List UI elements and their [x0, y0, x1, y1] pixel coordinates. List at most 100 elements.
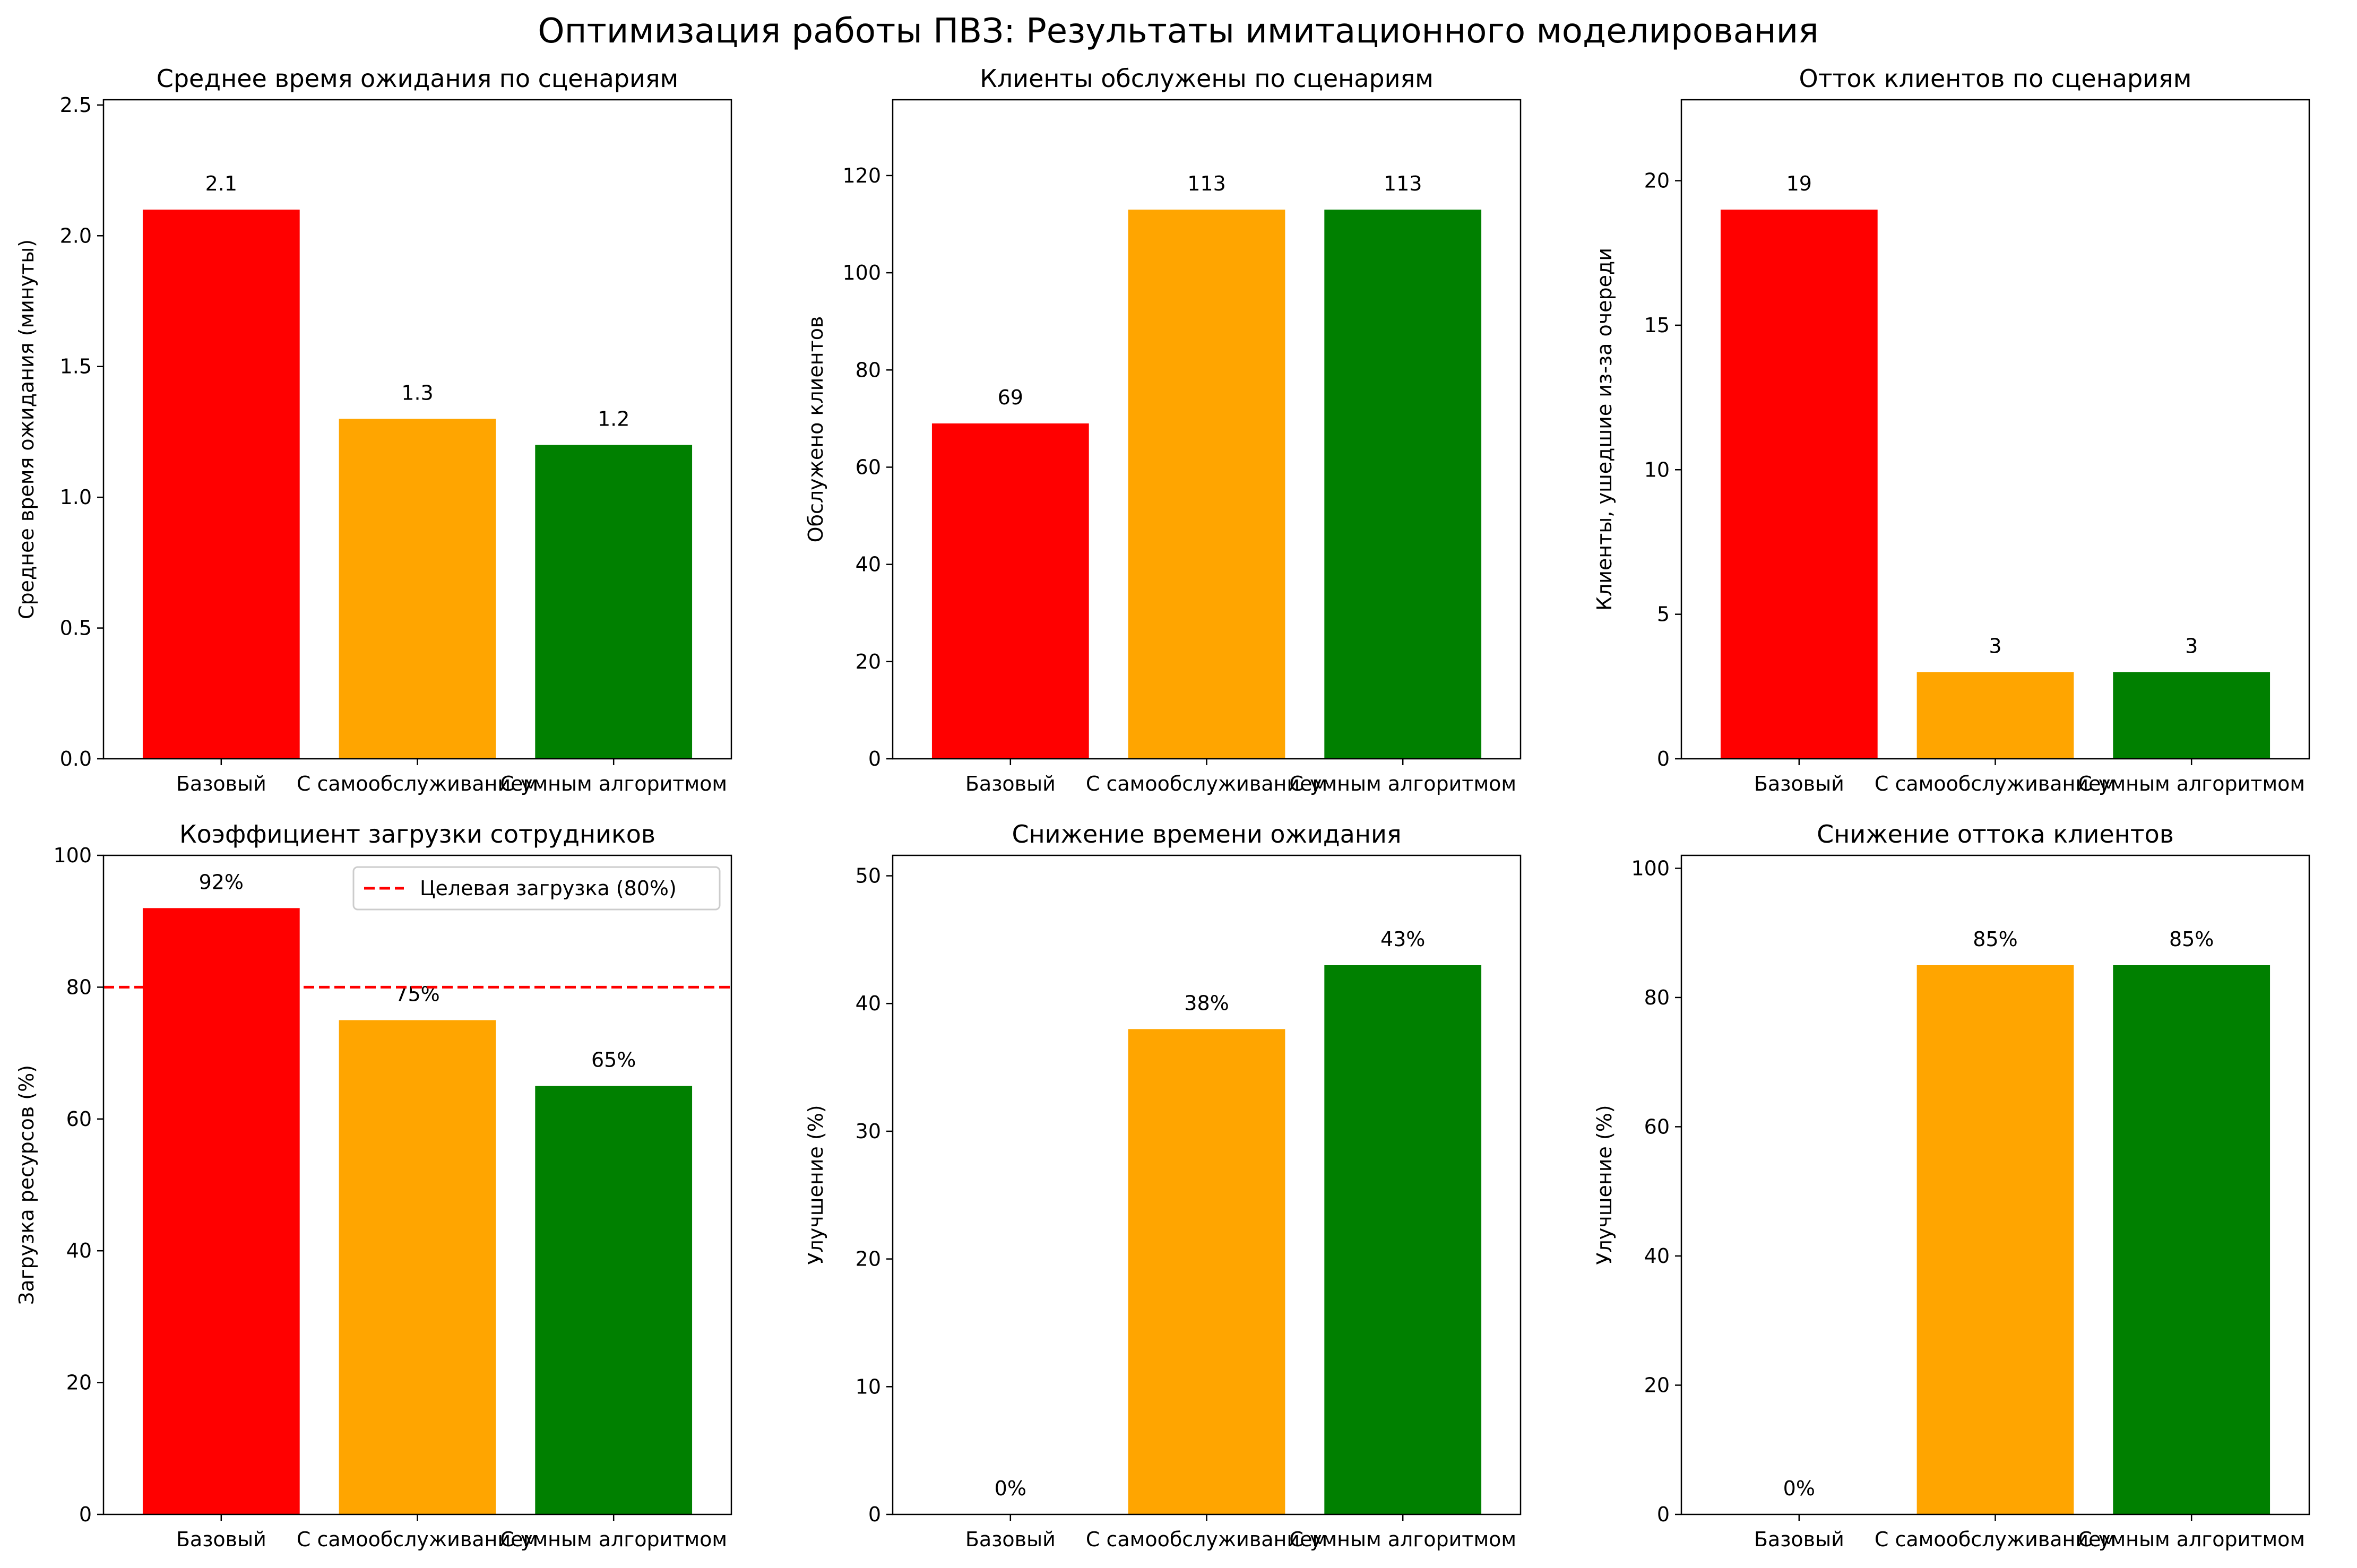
bar-value-label: 0% [995, 1477, 1026, 1500]
bar-1 [142, 210, 300, 759]
y-axis-label: Улучшение (%) [1593, 1105, 1616, 1264]
y-tick-label: 0 [1657, 747, 1670, 770]
y-tick-label: 100 [842, 261, 881, 284]
x-tick-label: Базовый [176, 1528, 266, 1551]
y-tick-label: 10 [1644, 458, 1670, 481]
y-tick-label: 0 [868, 747, 881, 770]
chart-title: Коэффициент загрузки сотрудников [179, 820, 655, 848]
bar-value-label: 43% [1380, 928, 1425, 951]
y-tick-label: 0.5 [60, 617, 92, 640]
y-tick-label: 40 [856, 553, 881, 576]
plot-frame [892, 99, 1522, 760]
x-tick-label: Базовый [176, 772, 266, 795]
y-tick-label: 0.0 [60, 747, 92, 770]
y-tick-label: 100 [1631, 856, 1670, 880]
y-tick-label: 60 [1644, 1115, 1670, 1138]
bar-2 [339, 1020, 496, 1514]
chart-title: Отток клиентов по сценариям [1799, 64, 2192, 93]
y-axis-label: Клиенты, ушедшие из-за очереди [1593, 248, 1616, 611]
y-tick-label: 40 [66, 1239, 92, 1262]
y-tick-label: 0 [1657, 1503, 1670, 1526]
x-tick-label: Базовый [965, 1528, 1056, 1551]
bar-value-label: 113 [1384, 172, 1422, 195]
y-tick-label: 1.0 [60, 486, 92, 509]
x-tick-label: Базовый [1754, 772, 1844, 795]
x-tick-label: С умным алгоритмом [500, 772, 727, 795]
y-tick-label: 1.5 [60, 355, 92, 378]
bar-value-label: 69 [998, 386, 1023, 409]
plot-frame [1680, 854, 2310, 1515]
chart-panel-5: Снижение времени ожидания 0% 38% 43% 0 10 20 30… [804, 820, 1522, 1551]
bar-value-label: 1.3 [401, 381, 433, 404]
y-tick-label: 15 [1644, 314, 1670, 337]
bar-value-label: 85% [2169, 928, 2214, 951]
bar-value-label: 113 [1187, 172, 1226, 195]
plot-frame [102, 854, 732, 1515]
y-tick-label: 50 [856, 864, 881, 888]
plot-frame [102, 99, 732, 760]
chart-panel-1: Среднее время ожидания по сценариям 2.1 1.… [15, 64, 732, 795]
x-tick-label: Базовый [1754, 1528, 1844, 1551]
x-tick-label: С умным алгоритмом [1289, 1528, 1516, 1551]
bar-value-label: 65% [591, 1049, 636, 1072]
y-tick-label: 40 [1644, 1244, 1670, 1268]
chart-title: Снижение времени ожидания [1012, 820, 1401, 848]
y-tick-label: 0 [79, 1503, 92, 1526]
y-axis-label: Загрузка ресурсов (%) [15, 1065, 38, 1305]
legend-box [352, 866, 721, 911]
y-tick-label: 2.5 [60, 93, 92, 117]
y-tick-label: 20 [66, 1371, 92, 1394]
bar-2 [1128, 1029, 1285, 1514]
bar-3 [1324, 210, 1482, 759]
y-tick-label: 20 [856, 1248, 881, 1271]
x-tick-label: С самообслуживанием [1875, 1528, 2116, 1551]
y-tick-label: 80 [856, 358, 881, 382]
y-tick-label: 80 [66, 975, 92, 999]
bar-value-label: 2.1 [205, 172, 237, 195]
chart-title: Снижение оттока клиентов [1817, 820, 2174, 848]
chart-title: Клиенты обслужены по сценариям [980, 64, 1434, 93]
y-tick-label: 20 [1644, 169, 1670, 193]
chart-panel-2: Клиенты обслужены по сценариям 69 113 113 0 2… [804, 64, 1522, 795]
x-tick-label: С умным алгоритмом [2078, 772, 2305, 795]
chart-panel-6: Снижение оттока клиентов 0% 85% 85% 0 20 40 60 8… [1593, 820, 2310, 1551]
bar-3 [1324, 965, 1482, 1514]
x-tick-label: С самообслуживанием [1086, 1528, 1327, 1551]
y-tick-label: 40 [856, 992, 881, 1015]
bar-3 [535, 445, 693, 759]
chart-panels: Среднее время ожидания по сценариям 2.1 1.… [15, 64, 2310, 1551]
chart-panel-4: Коэффициент загрузки сотрудников92%75%65… [15, 820, 732, 1551]
y-tick-label: 60 [66, 1107, 92, 1131]
bar-3 [535, 1086, 693, 1514]
y-axis-label: Улучшение (%) [804, 1105, 827, 1264]
bar-2 [1916, 965, 2074, 1514]
legend-label: Целевая загрузка (80%) [420, 877, 677, 900]
x-tick-label: С умным алгоритмом [500, 1528, 727, 1551]
plot-frame [892, 854, 1522, 1515]
y-tick-label: 5 [1657, 603, 1670, 626]
bar-3 [2113, 965, 2270, 1514]
bar-value-label: 3 [1989, 635, 2001, 658]
bar-value-label: 92% [199, 870, 244, 894]
bar-value-label: 85% [1973, 928, 2017, 951]
bar-value-label: 0% [1783, 1477, 1815, 1500]
x-tick-label: Базовый [965, 772, 1056, 795]
y-tick-label: 10 [856, 1375, 881, 1398]
bar-3 [2113, 672, 2270, 759]
bar-1 [1720, 210, 1878, 759]
y-tick-label: 100 [53, 844, 92, 867]
x-tick-label: С самообслуживанием [1086, 772, 1327, 795]
y-tick-label: 80 [1644, 986, 1670, 1009]
y-tick-label: 20 [1644, 1373, 1670, 1397]
bar-2 [1916, 672, 2074, 759]
y-axis-label: Среднее время ожидания (минуты) [15, 239, 38, 619]
bar-1 [142, 908, 300, 1514]
bar-value-label: 1.2 [598, 408, 629, 431]
x-tick-label: С самообслуживанием [297, 772, 538, 795]
y-tick-label: 60 [856, 455, 881, 479]
plot-frame [1680, 99, 2310, 760]
y-axis-label: Обслужено клиентов [804, 316, 827, 543]
y-tick-label: 2.0 [60, 224, 92, 247]
bar-2 [1128, 210, 1285, 759]
chart-panel-3: Отток клиентов по сценариям 19 3 3 0 5 10 15 20 Б… [1593, 64, 2310, 795]
